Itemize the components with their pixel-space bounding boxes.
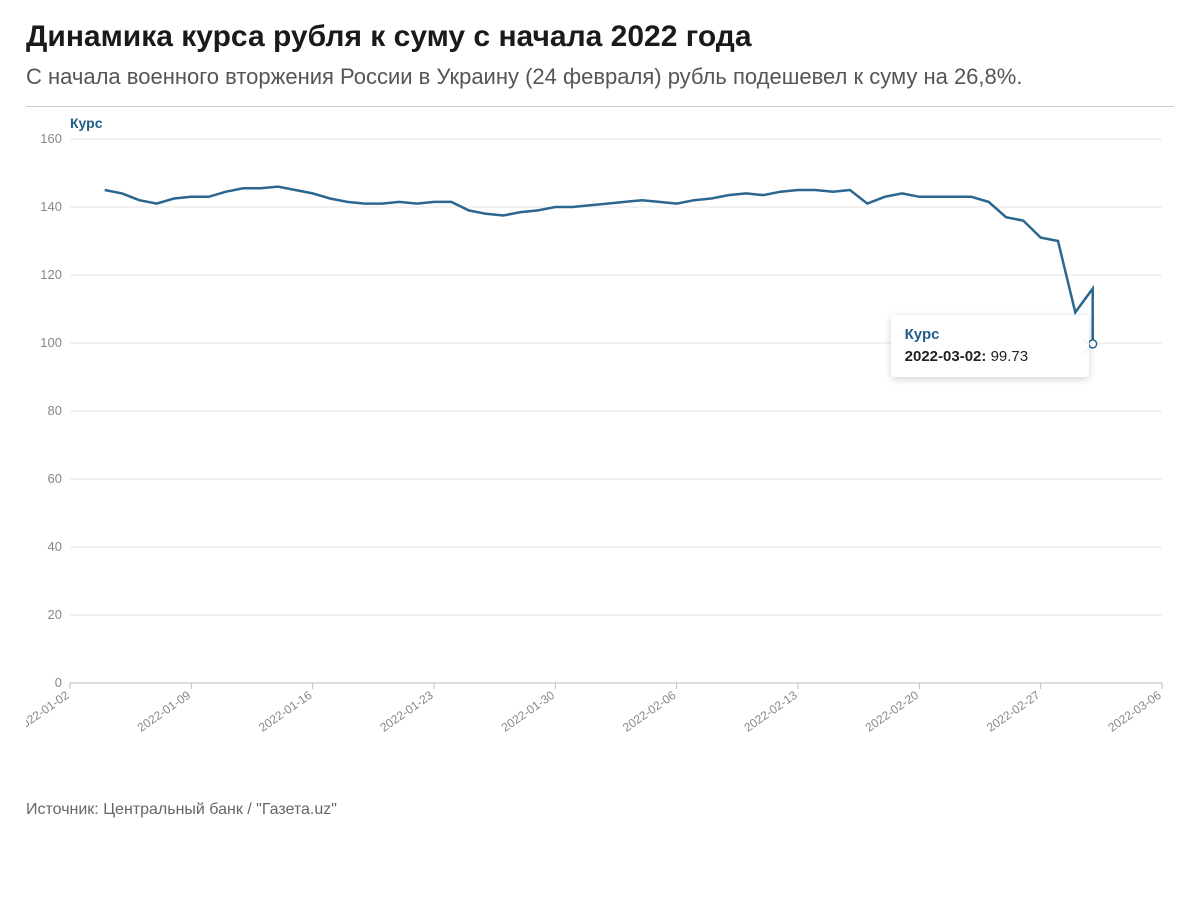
svg-text:80: 80 <box>48 403 62 418</box>
chart-area: 0 20 40 60 80 100 120 140 160 2022-01-02 2022-01-0… <box>26 133 1174 793</box>
svg-text:2022-02-20: 2022-02-20 <box>863 687 922 734</box>
svg-text:2022-02-27: 2022-02-27 <box>984 687 1043 734</box>
svg-text:120: 120 <box>40 267 62 282</box>
chart-tooltip: Курс 2022-03-02: 99.73 <box>891 315 1089 378</box>
svg-text:2022-01-09: 2022-01-09 <box>135 687 194 734</box>
tooltip-date: 2022-03-02: <box>905 348 987 365</box>
source-text: Центральный банк / "Газета.uz" <box>103 801 337 818</box>
chart-source: Источник: Центральный банк / "Газета.uz" <box>26 801 1174 819</box>
tooltip-series-name: Курс <box>905 325 1075 345</box>
source-label: Источник: <box>26 801 99 818</box>
chart-subtitle: С начала военного вторжения России в Укр… <box>26 62 1174 92</box>
divider <box>26 106 1174 107</box>
svg-text:2022-02-06: 2022-02-06 <box>620 687 679 734</box>
svg-text:2022-03-06: 2022-03-06 <box>1105 687 1164 734</box>
svg-text:100: 100 <box>40 335 62 350</box>
svg-text:60: 60 <box>48 471 62 486</box>
svg-text:2022-01-30: 2022-01-30 <box>499 687 558 734</box>
svg-text:0: 0 <box>55 675 62 690</box>
svg-text:20: 20 <box>48 607 62 622</box>
svg-text:160: 160 <box>40 133 62 146</box>
chart-title: Динамика курса рубля к суму с начала 202… <box>26 20 1174 54</box>
svg-text:40: 40 <box>48 539 62 554</box>
legend-label: Курс <box>70 115 1174 131</box>
svg-text:2022-01-23: 2022-01-23 <box>377 687 436 734</box>
svg-text:2022-02-13: 2022-02-13 <box>741 687 800 734</box>
svg-text:2022-01-02: 2022-01-02 <box>26 687 72 734</box>
svg-text:140: 140 <box>40 199 62 214</box>
svg-text:2022-01-16: 2022-01-16 <box>256 687 315 734</box>
tooltip-value: 99.73 <box>991 348 1029 365</box>
line-chart[interactable]: 0 20 40 60 80 100 120 140 160 2022-01-02 2022-01-0… <box>26 133 1174 763</box>
